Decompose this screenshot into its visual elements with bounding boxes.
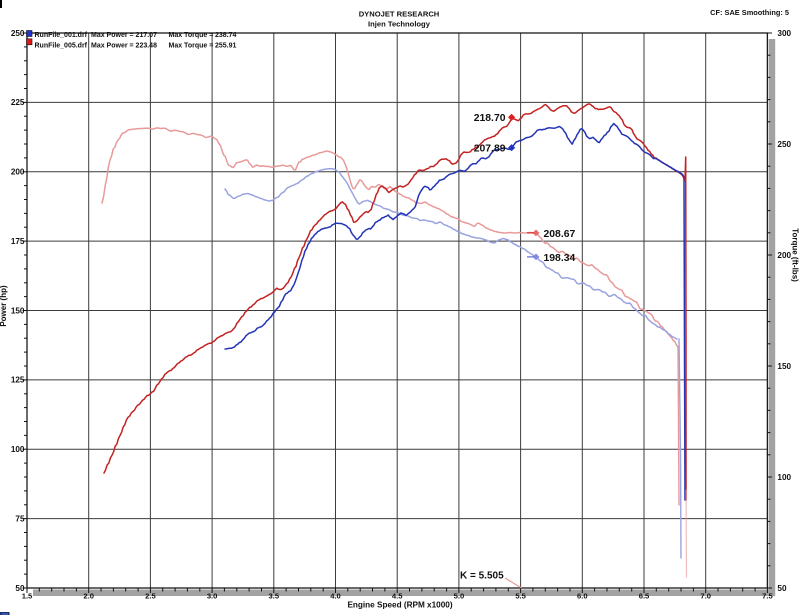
svg-text:125: 125 [11, 376, 25, 385]
svg-text:Power (hp): Power (hp) [0, 285, 8, 327]
svg-text:DYNOJET RESEARCH: DYNOJET RESEARCH [359, 10, 440, 19]
svg-text:50: 50 [777, 584, 787, 593]
svg-text:7.5: 7.5 [762, 592, 773, 601]
svg-text:RunFile_001.drf: RunFile_001.drf [35, 32, 88, 39]
svg-text:250: 250 [777, 140, 791, 149]
svg-text:6.0: 6.0 [577, 592, 588, 601]
svg-text:150: 150 [777, 362, 791, 371]
svg-text:4.5: 4.5 [392, 592, 403, 601]
svg-text:175: 175 [11, 237, 25, 246]
svg-text:Max Power = 217.07: Max Power = 217.07 [91, 32, 157, 39]
svg-text:6.5: 6.5 [639, 592, 650, 601]
svg-text:238.74: 238.74 [215, 32, 237, 39]
svg-text:7.0: 7.0 [700, 592, 711, 601]
svg-text:300: 300 [777, 29, 791, 38]
svg-text:2.0: 2.0 [83, 592, 94, 601]
svg-text:218.70: 218.70 [474, 113, 506, 124]
svg-text:208.67: 208.67 [544, 229, 576, 240]
svg-text:K = 5.505: K = 5.505 [460, 571, 504, 582]
svg-text:207.89: 207.89 [474, 144, 506, 155]
svg-text:100: 100 [11, 445, 25, 454]
svg-text:CF: SAE Smoothing: 5: CF: SAE Smoothing: 5 [710, 8, 789, 17]
svg-text:Torque (ft-lbs): Torque (ft-lbs) [791, 228, 800, 282]
svg-text:Max Power = 223.48: Max Power = 223.48 [91, 42, 157, 49]
svg-text:255.91: 255.91 [215, 42, 237, 49]
svg-text:5.5: 5.5 [515, 592, 526, 601]
svg-text:200: 200 [777, 251, 791, 260]
svg-text:Max Torque =: Max Torque = [169, 32, 214, 39]
svg-text:1.5: 1.5 [22, 592, 33, 601]
svg-text:5.0: 5.0 [454, 592, 465, 601]
svg-text:3.5: 3.5 [269, 592, 280, 601]
svg-text:75: 75 [15, 514, 25, 523]
svg-text:225: 225 [11, 98, 25, 107]
svg-text:200: 200 [11, 168, 25, 177]
svg-text:150: 150 [11, 306, 25, 315]
svg-text:2.5: 2.5 [145, 592, 156, 601]
svg-text:4.0: 4.0 [330, 592, 341, 601]
svg-text:198.34: 198.34 [544, 253, 576, 264]
svg-text:3.0: 3.0 [207, 592, 218, 601]
svg-text:100: 100 [777, 473, 791, 482]
svg-text:50: 50 [15, 584, 25, 593]
svg-text:250: 250 [11, 29, 25, 38]
svg-text:Injen Technology: Injen Technology [368, 20, 431, 29]
svg-text:Engine Speed (RPM x1000): Engine Speed (RPM x1000) [347, 601, 452, 610]
svg-text:Max Torque =: Max Torque = [169, 42, 214, 49]
svg-text:RunFile_005.drf: RunFile_005.drf [35, 42, 88, 49]
